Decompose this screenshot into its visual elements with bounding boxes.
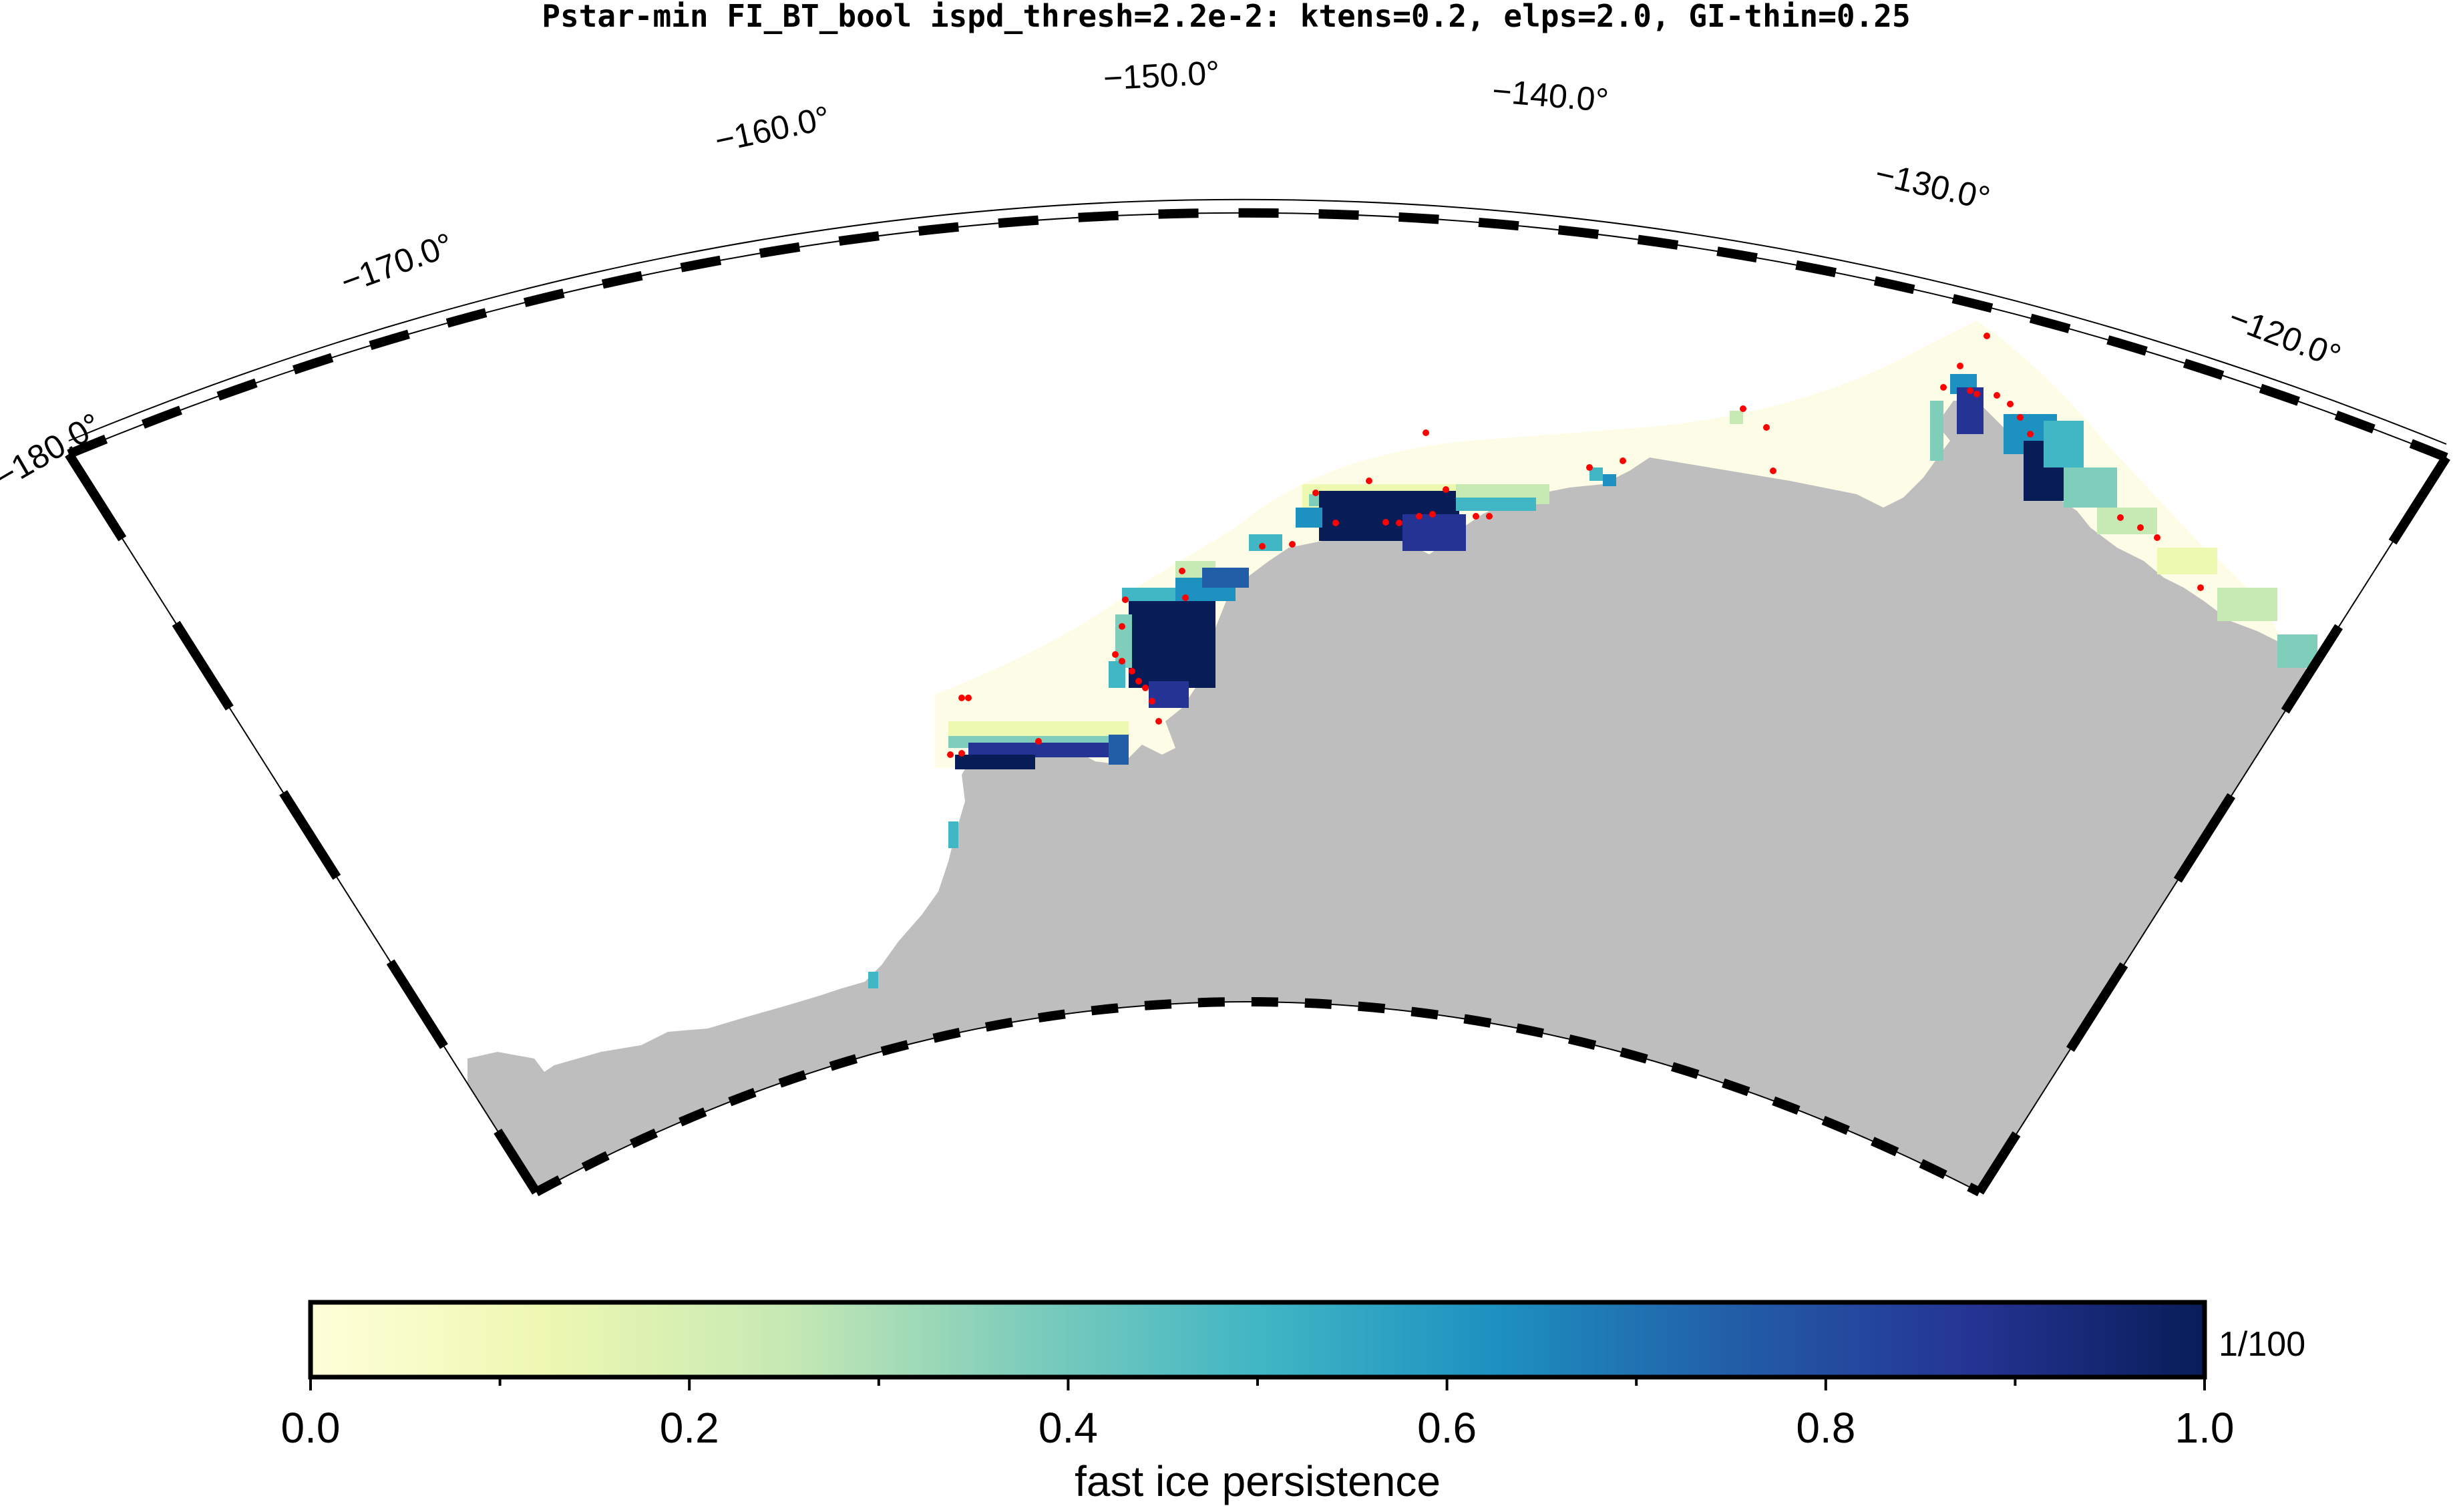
- fast-ice-eastern-peninsula: [1930, 374, 2317, 668]
- colorbar-label: fast ice persistence: [1075, 1457, 1441, 1505]
- colorbar-tick-3: 0.6: [1417, 1404, 1477, 1452]
- fast-ice-north-band: [1249, 484, 1549, 551]
- colorbar-tick-5: 1.0: [2175, 1404, 2235, 1452]
- lon-label-160: −160.0°: [711, 99, 833, 160]
- map-frame: [65, 198, 2450, 1197]
- colorbar: 0.0 0.2 0.4 0.6 0.8 1.0 fast ice persist…: [281, 1300, 2305, 1505]
- lon-label-130: −130.0°: [1872, 155, 1994, 218]
- antarctic-land: [467, 401, 2337, 1192]
- lon-label-120: −120.0°: [2224, 299, 2346, 375]
- fast-ice-central-embayment: [1109, 561, 1249, 708]
- grounded-iceberg-markers: [947, 333, 2204, 758]
- lon-label-150: −150.0°: [1103, 53, 1221, 97]
- colorbar-tick-2: 0.4: [1039, 1404, 1098, 1452]
- colorbar-tick-0: 0.0: [281, 1404, 341, 1452]
- colorbar-tick-4: 0.8: [1796, 1404, 1855, 1452]
- fast-ice-scattered-pixels: [868, 411, 1743, 988]
- fast-ice-western-bay: [948, 721, 1129, 769]
- colorbar-ticks: [309, 1377, 2206, 1390]
- lon-label-140: −140.0°: [1491, 72, 1610, 120]
- colorbar-tick-1: 0.2: [660, 1404, 719, 1452]
- map-title: Pstar-min FI_BT_bool ispd_thresh=2.2e-2:…: [542, 0, 1910, 34]
- lon-label-170: −170.0°: [336, 226, 458, 301]
- colorbar-gradient: [308, 1300, 2207, 1380]
- colorbar-unit: 1/100: [2219, 1325, 2305, 1364]
